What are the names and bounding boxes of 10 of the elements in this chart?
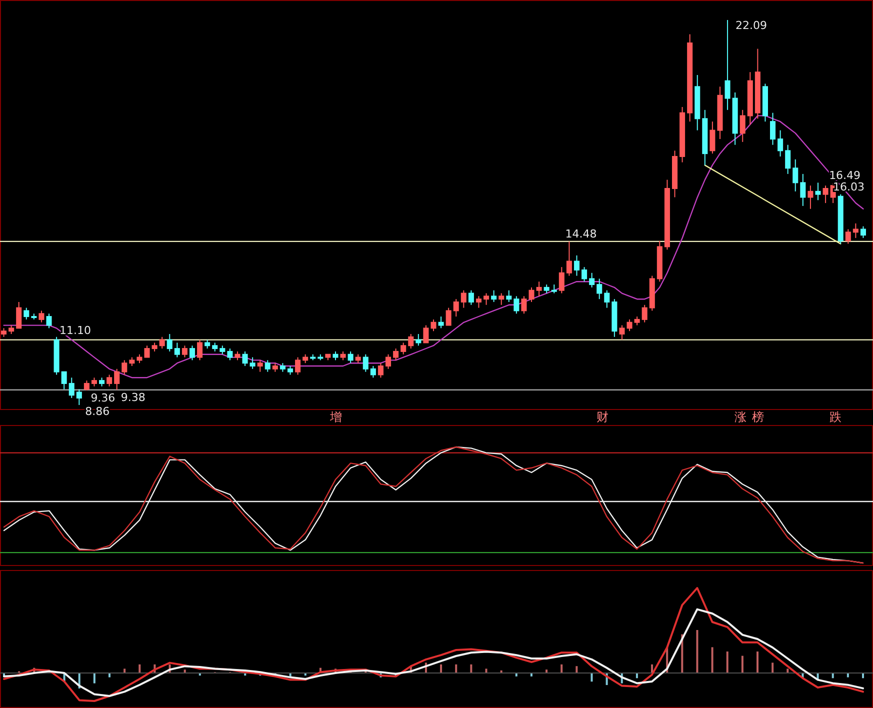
text: 跌 <box>829 410 842 424</box>
annotation: 9.38 <box>120 390 146 404</box>
text: 财 <box>596 410 608 424</box>
annotation: 11.10 <box>60 324 92 337</box>
annotation: 22.09 <box>736 19 768 32</box>
text: 增 <box>329 410 342 424</box>
annotation: 14.48 <box>565 227 597 240</box>
annotation: 9.36 <box>90 391 116 404</box>
text: 涨 <box>734 410 746 424</box>
text: 榜 <box>752 410 764 424</box>
